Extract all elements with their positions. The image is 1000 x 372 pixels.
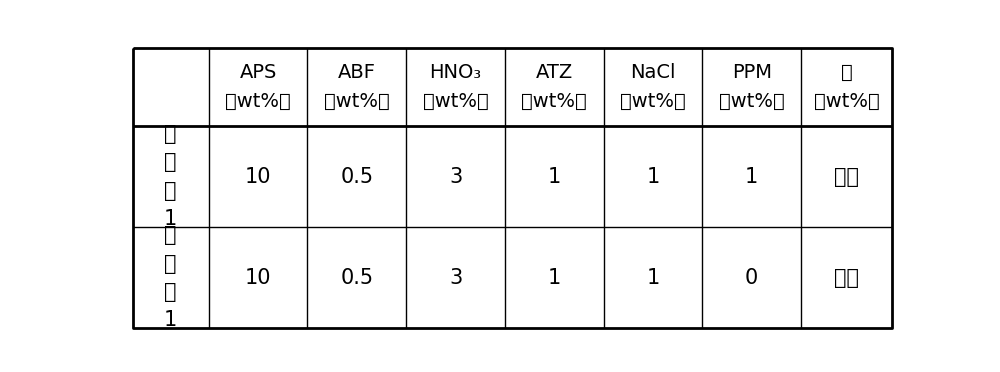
Text: 例: 例 — [164, 181, 177, 201]
Text: 0: 0 — [745, 268, 758, 288]
Text: 1: 1 — [548, 268, 561, 288]
Text: （wt%）: （wt%） — [324, 92, 390, 110]
Text: 余量: 余量 — [834, 167, 859, 187]
Text: ABF: ABF — [338, 63, 376, 82]
Text: 较: 较 — [164, 254, 177, 273]
Text: 10: 10 — [245, 268, 271, 288]
Text: 1: 1 — [646, 268, 660, 288]
Text: （wt%）: （wt%） — [620, 92, 686, 110]
Text: 1: 1 — [745, 167, 758, 187]
Text: 3: 3 — [449, 167, 462, 187]
Text: 1: 1 — [646, 167, 660, 187]
Text: 3: 3 — [449, 268, 462, 288]
Text: （wt%）: （wt%） — [225, 92, 291, 110]
Text: 1: 1 — [548, 167, 561, 187]
Text: 比: 比 — [164, 225, 177, 245]
Text: 0.5: 0.5 — [340, 167, 373, 187]
Text: HNO₃: HNO₃ — [429, 63, 482, 82]
Text: 施: 施 — [164, 153, 177, 173]
Text: 10: 10 — [245, 167, 271, 187]
Text: 水: 水 — [841, 63, 853, 82]
Text: （wt%）: （wt%） — [423, 92, 488, 110]
Text: NaCl: NaCl — [630, 63, 676, 82]
Text: APS: APS — [239, 63, 277, 82]
Text: PPM: PPM — [732, 63, 772, 82]
Text: 实: 实 — [164, 124, 177, 144]
Text: 0.5: 0.5 — [340, 268, 373, 288]
Text: 例: 例 — [164, 282, 177, 302]
Text: ATZ: ATZ — [536, 63, 573, 82]
Text: 1: 1 — [164, 310, 177, 330]
Text: （wt%）: （wt%） — [521, 92, 587, 110]
Text: （wt%）: （wt%） — [719, 92, 785, 110]
Text: 1: 1 — [164, 209, 177, 229]
Text: 余量: 余量 — [834, 268, 859, 288]
Text: （wt%）: （wt%） — [814, 92, 880, 110]
